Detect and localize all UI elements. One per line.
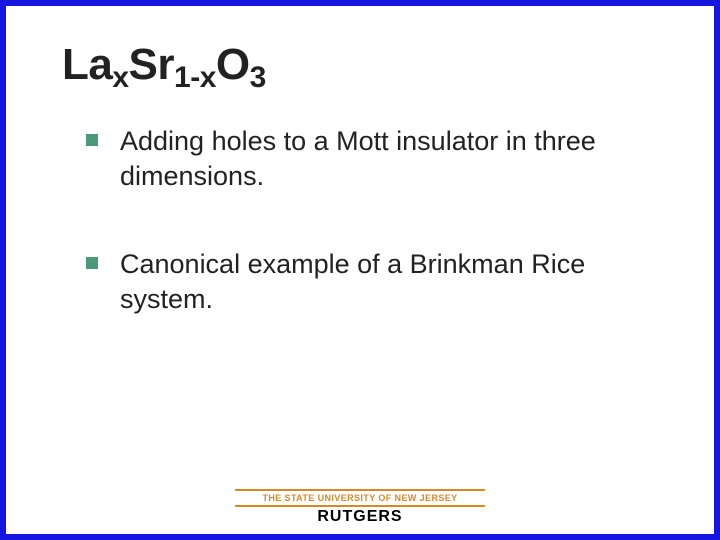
bullet-text: Canonical example of a Brinkman Rice sys…	[120, 247, 658, 316]
slide-title: LaxSr1-xO3	[62, 40, 658, 90]
bullet-list: Adding holes to a Mott insulator in thre…	[62, 124, 658, 316]
list-item: Adding holes to a Mott insulator in thre…	[86, 124, 658, 193]
footer-divider-top	[235, 489, 485, 491]
title-part-2: Sr	[129, 40, 174, 89]
footer-title: RUTGERS	[6, 508, 714, 526]
bullet-text: Adding holes to a Mott insulator in thre…	[120, 124, 658, 193]
title-part-3: O	[216, 40, 250, 89]
slide-content: LaxSr1-xO3 Adding holes to a Mott insula…	[6, 6, 714, 316]
slide-frame: LaxSr1-xO3 Adding holes to a Mott insula…	[0, 0, 720, 540]
footer-divider-mid	[235, 505, 485, 507]
slide-footer: THE STATE UNIVERSITY OF NEW JERSEY RUTGE…	[6, 489, 714, 526]
title-part-1: La	[62, 40, 112, 89]
title-sub-1: x	[112, 61, 128, 94]
footer-subtitle: THE STATE UNIVERSITY OF NEW JERSEY	[6, 493, 714, 503]
square-bullet-icon	[86, 134, 98, 146]
list-item: Canonical example of a Brinkman Rice sys…	[86, 247, 658, 316]
title-sub-3: 3	[250, 61, 266, 94]
title-sub-2: 1-x	[174, 61, 216, 94]
square-bullet-icon	[86, 257, 98, 269]
